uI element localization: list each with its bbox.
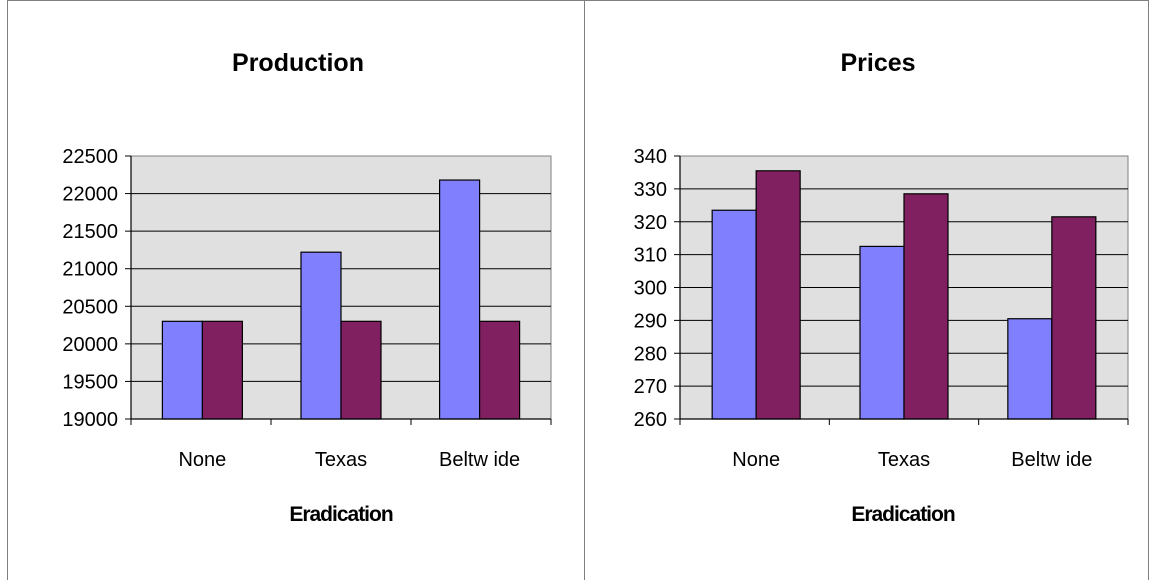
bar-series2-texas (903, 193, 949, 420)
y-tick-label: 320 (634, 212, 667, 234)
production-chart: Production 19000 19500 20000 20500 21000 2150… (62, 49, 552, 526)
bar-series1-texas (300, 251, 342, 420)
chart-title: Prices (840, 49, 915, 77)
bar-series1-beltwide (439, 179, 481, 420)
y-tick-label: 20000 (62, 334, 118, 356)
bar-series1-none (711, 209, 757, 420)
y-tick-label: 300 (634, 278, 667, 300)
bar-series1-none (161, 320, 203, 420)
bar-series1-texas (859, 245, 905, 420)
prices-chart: Prices 260 270 280 290 300 310 320 330 340 None Te… (634, 49, 1129, 526)
y-tick-label: 340 (634, 146, 667, 168)
chart-title: Production (232, 49, 364, 77)
y-tick-label: 22000 (62, 184, 118, 206)
bar-series2-beltwide (479, 320, 521, 420)
x-tick-label: Texas (315, 449, 367, 471)
x-axis-title: Eradication (851, 503, 955, 526)
bar-series2-none (755, 170, 801, 420)
x-tick-label: Beltw ide (439, 449, 520, 471)
y-tick-label: 280 (634, 343, 667, 365)
production-chart-panel: Production 19000 19500 20000 20500 21000 2150… (7, 0, 584, 580)
y-tick-label: 260 (634, 409, 667, 431)
bar-series1-beltwide (1007, 318, 1053, 420)
y-tick-label: 21500 (62, 221, 118, 243)
x-tick-label: None (732, 449, 780, 471)
y-tick-label: 270 (634, 376, 667, 398)
bar-series2-texas (340, 320, 382, 420)
y-tick-label: 290 (634, 310, 667, 332)
x-tick-label: Beltw ide (1011, 449, 1092, 471)
y-tick-label: 19500 (62, 371, 118, 393)
bar-series2-none (201, 320, 243, 420)
y-tick-label: 20500 (62, 296, 118, 318)
y-tick-label: 310 (634, 245, 667, 267)
x-axis-title: Eradication (289, 503, 393, 526)
prices-chart-panel: Prices 260 270 280 290 300 310 320 330 340 None Te… (584, 0, 1149, 580)
y-tick-label: 330 (634, 179, 667, 201)
bar-series2-beltwide (1051, 216, 1097, 420)
y-tick-label: 22500 (62, 146, 118, 168)
x-tick-label: Texas (878, 449, 930, 471)
y-tick-label: 19000 (62, 409, 118, 431)
x-tick-label: None (178, 449, 226, 471)
y-tick-label: 21000 (62, 259, 118, 281)
